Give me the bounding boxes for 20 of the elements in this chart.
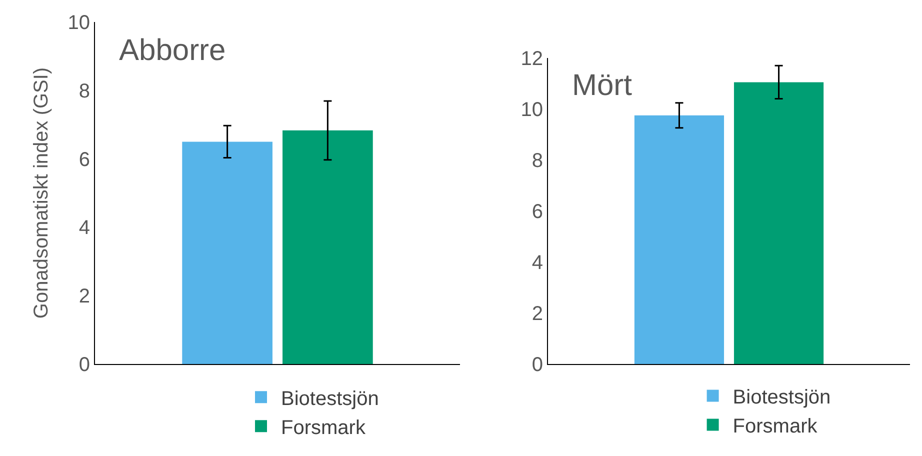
y-tick-label: 8	[78, 80, 90, 102]
y-tick-label: 2	[78, 286, 90, 308]
y-tick-label: 0	[78, 354, 90, 376]
y-tick-label: 12	[520, 48, 543, 70]
chart-title: Mört	[572, 69, 633, 102]
legend-label: Biotestsjön	[732, 386, 831, 409]
y-tick-label: 10	[68, 12, 90, 34]
y-tick-label: 2	[532, 303, 543, 325]
legend-label: Forsmark	[281, 416, 366, 439]
chart-title: Abborre	[119, 34, 226, 67]
y-tick-label: 4	[532, 252, 543, 274]
y-tick-label: 8	[532, 150, 543, 172]
y-tick-label: 4	[78, 217, 90, 240]
legend-label: Biotestsjön	[281, 388, 379, 410]
y-tick-label: 0	[532, 354, 543, 376]
legend-label: Forsmark	[732, 416, 818, 438]
y-tick-label: 6	[532, 201, 543, 223]
y-tick-label: 6	[78, 148, 90, 171]
y-axis-title: Gonadsomatiskt index (GSI)	[30, 67, 52, 319]
y-tick-label: 10	[520, 99, 543, 121]
